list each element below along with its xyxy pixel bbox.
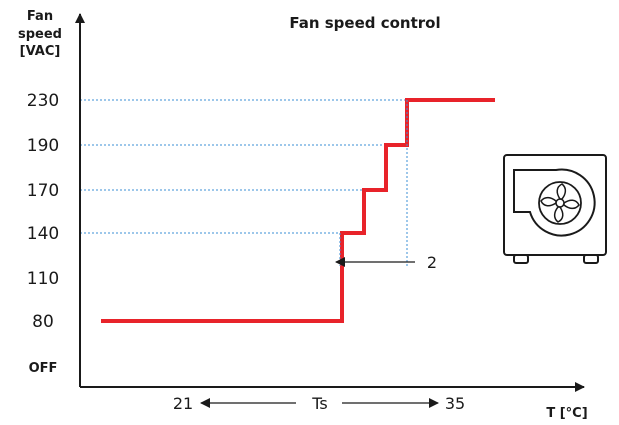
guide-lines bbox=[80, 99, 407, 234]
x-annotation-right: 35 bbox=[445, 394, 465, 413]
x-annotation-left: 21 bbox=[173, 394, 193, 413]
band-label: 2 bbox=[427, 253, 437, 272]
y-axis-title-line-2: speed bbox=[18, 27, 62, 42]
y-tick-label-170: 170 bbox=[27, 181, 59, 201]
fan-speed-step-line bbox=[101, 98, 495, 323]
x-axis-title: T [°C] bbox=[546, 406, 587, 421]
chart-title: Fan speed control bbox=[289, 14, 440, 32]
y-axis-title-line-3: [VAC] bbox=[20, 44, 61, 59]
y-tick-label-off: OFF bbox=[29, 361, 58, 376]
y-tick-label-190: 190 bbox=[27, 136, 59, 156]
y-axis-title-line-1: Fan bbox=[27, 9, 53, 24]
x-annotation-center: Ts bbox=[311, 394, 327, 413]
y-tick-label-230: 230 bbox=[27, 91, 59, 111]
y-axis-title: Fan speed [VAC] bbox=[18, 9, 62, 59]
y-tick-label-110: 110 bbox=[27, 269, 59, 289]
y-tick-labels: OFF 80 110 140 170 190 230 bbox=[27, 91, 59, 376]
y-tick-label-80: 80 bbox=[32, 312, 54, 332]
fan-unit-icon bbox=[503, 154, 607, 264]
y-tick-label-140: 140 bbox=[27, 224, 59, 244]
